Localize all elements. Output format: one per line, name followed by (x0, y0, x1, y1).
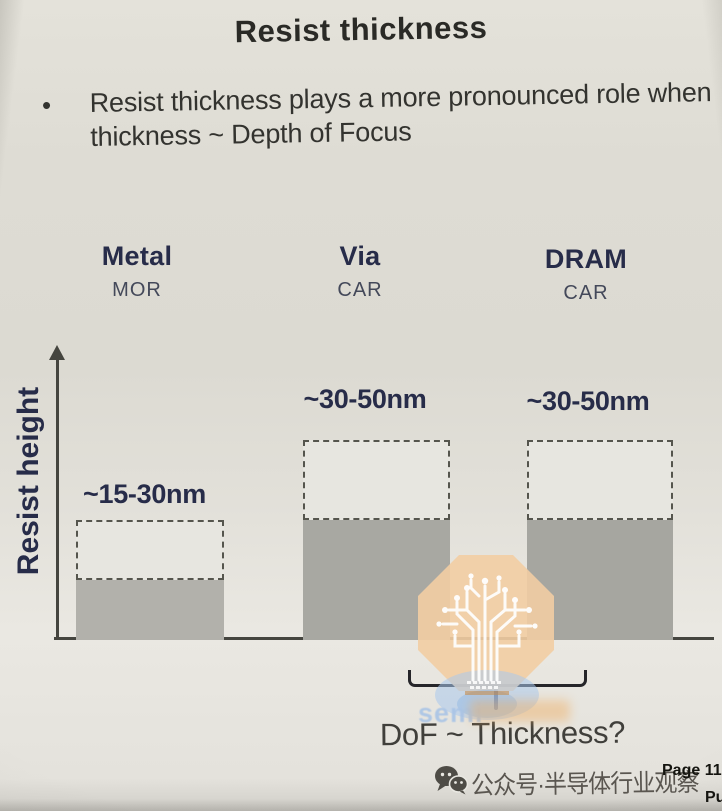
bar-via (303, 440, 450, 640)
bar-value-label-dram: ~30-50nm (526, 386, 650, 416)
annotation-dof-thickness: DoF ~ Thickness? (379, 714, 626, 753)
page-title: Resist thickness (234, 9, 488, 50)
page-number: Page 11 (662, 762, 722, 779)
category-subtitle: MOR (112, 279, 162, 301)
bullet-marker: • (42, 90, 52, 120)
page-footer-fragment: Pu (705, 789, 722, 806)
y-axis-line (56, 359, 59, 639)
bar-via-solid (303, 520, 450, 640)
category-subtitle: CAR (337, 279, 383, 301)
category-label: Metal (101, 241, 173, 271)
category-via: Via CAR (295, 241, 425, 302)
bar-metal-dashed-range (76, 520, 224, 580)
underbrace (408, 670, 587, 687)
wechat-icon (435, 766, 468, 795)
bullet-text: Resist thickness plays a more pronounced… (89, 77, 712, 153)
bar-via-dashed-range (303, 440, 450, 520)
category-label: Via (339, 241, 381, 271)
bar-value-label-metal: ~15-30nm (83, 479, 206, 509)
bar-value-label-via: ~30-50nm (303, 384, 427, 414)
underbrace-pointer (494, 686, 498, 710)
category-dram: DRAM CAR (521, 244, 651, 305)
category-metal: Metal MOR (72, 241, 202, 302)
bar-dram-solid (527, 520, 673, 640)
bar-dram (527, 440, 673, 640)
bar-metal (76, 520, 224, 640)
category-label: DRAM (544, 244, 628, 274)
bar-metal-solid (76, 580, 224, 640)
bar-dram-dashed-range (527, 440, 673, 520)
y-axis-arrow-icon (49, 345, 65, 360)
category-subtitle: CAR (563, 282, 609, 304)
y-axis-label: Resist height (12, 386, 45, 576)
